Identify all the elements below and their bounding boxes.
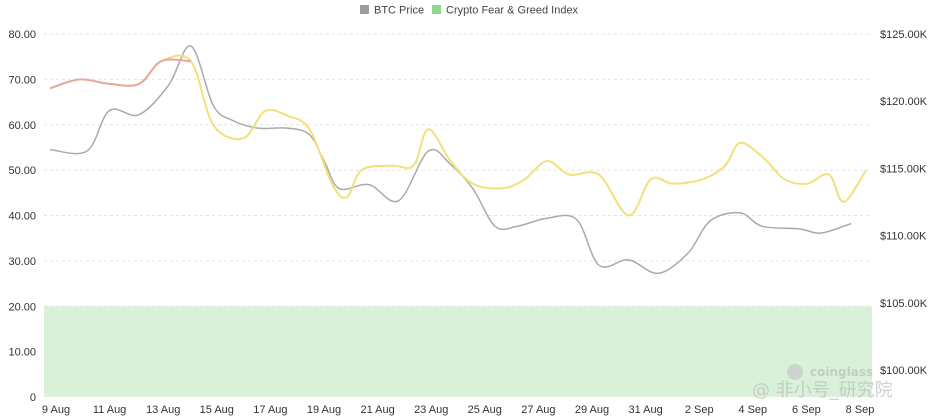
- legend-swatch: [432, 5, 441, 14]
- legend: BTC Price Crypto Fear & Greed Index: [360, 5, 579, 17]
- left-axis: 0 10.00 20.00 30.00 40.00 50.00 60.00 70.00 80.0…: [8, 29, 36, 404]
- watermark-brand: coinglass: [810, 365, 873, 379]
- gridlines: [44, 33, 872, 353]
- x-tick-label: 8 Sep: [846, 404, 875, 416]
- x-tick-label: 21 Aug: [360, 404, 394, 416]
- right-tick-label: $125.00K: [880, 29, 928, 41]
- x-tick-label: 2 Sep: [685, 404, 714, 416]
- legend-swatch: [360, 5, 369, 14]
- right-tick-label: $105.00K: [880, 298, 928, 310]
- x-tick-label: 9 Aug: [42, 404, 70, 416]
- right-tick-label: $120.00K: [880, 96, 928, 108]
- btc-price-line: [49, 45, 852, 275]
- x-axis: 9 Aug 11 Aug 13 Aug 15 Aug 17 Aug 19 Aug 21 Au…: [42, 404, 874, 416]
- x-tick-label: 13 Aug: [146, 404, 180, 416]
- left-tick-label: 20.00: [8, 301, 36, 313]
- left-tick-label: 60.00: [8, 120, 36, 132]
- right-tick-label: $115.00K: [880, 163, 927, 175]
- data-points: [49, 46, 867, 274]
- x-tick-label: 11 Aug: [93, 404, 126, 416]
- x-tick-label: 19 Aug: [307, 404, 341, 416]
- fear-greed-line-greed-segment: [49, 58, 191, 90]
- left-tick-label: 10.00: [8, 347, 36, 359]
- x-tick-label: 15 Aug: [200, 404, 234, 416]
- left-tick-label: 0: [30, 392, 36, 404]
- left-tick-label: 50.00: [8, 165, 36, 177]
- watermark: coinglass @ 非小号_研究院: [752, 364, 893, 401]
- right-tick-label: $110.00K: [880, 231, 927, 243]
- watermark-handle: @ 非小号_研究院: [752, 380, 893, 401]
- x-tick-label: 25 Aug: [468, 404, 502, 416]
- left-tick-label: 30.00: [8, 256, 36, 268]
- right-axis: $100.00K $105.00K $110.00K $115.00K $120.00K…: [880, 29, 928, 377]
- x-tick-label: 17 Aug: [253, 404, 287, 416]
- x-tick-label: 4 Sep: [738, 404, 767, 416]
- left-tick-label: 40.00: [8, 211, 36, 223]
- x-tick-label: 23 Aug: [414, 404, 448, 416]
- x-tick-label: 27 Aug: [521, 404, 555, 416]
- legend-label: BTC Price: [374, 5, 424, 17]
- left-tick-label: 70.00: [8, 74, 36, 86]
- x-tick-label: 31 Aug: [628, 404, 662, 416]
- x-tick-label: 6 Sep: [792, 404, 821, 416]
- x-tick-label: 29 Aug: [575, 404, 609, 416]
- legend-label: Crypto Fear & Greed Index: [446, 5, 579, 17]
- left-tick-label: 80.00: [8, 29, 36, 41]
- right-tick-label: $100.00K: [880, 365, 928, 377]
- fear-greed-line: [49, 54, 867, 217]
